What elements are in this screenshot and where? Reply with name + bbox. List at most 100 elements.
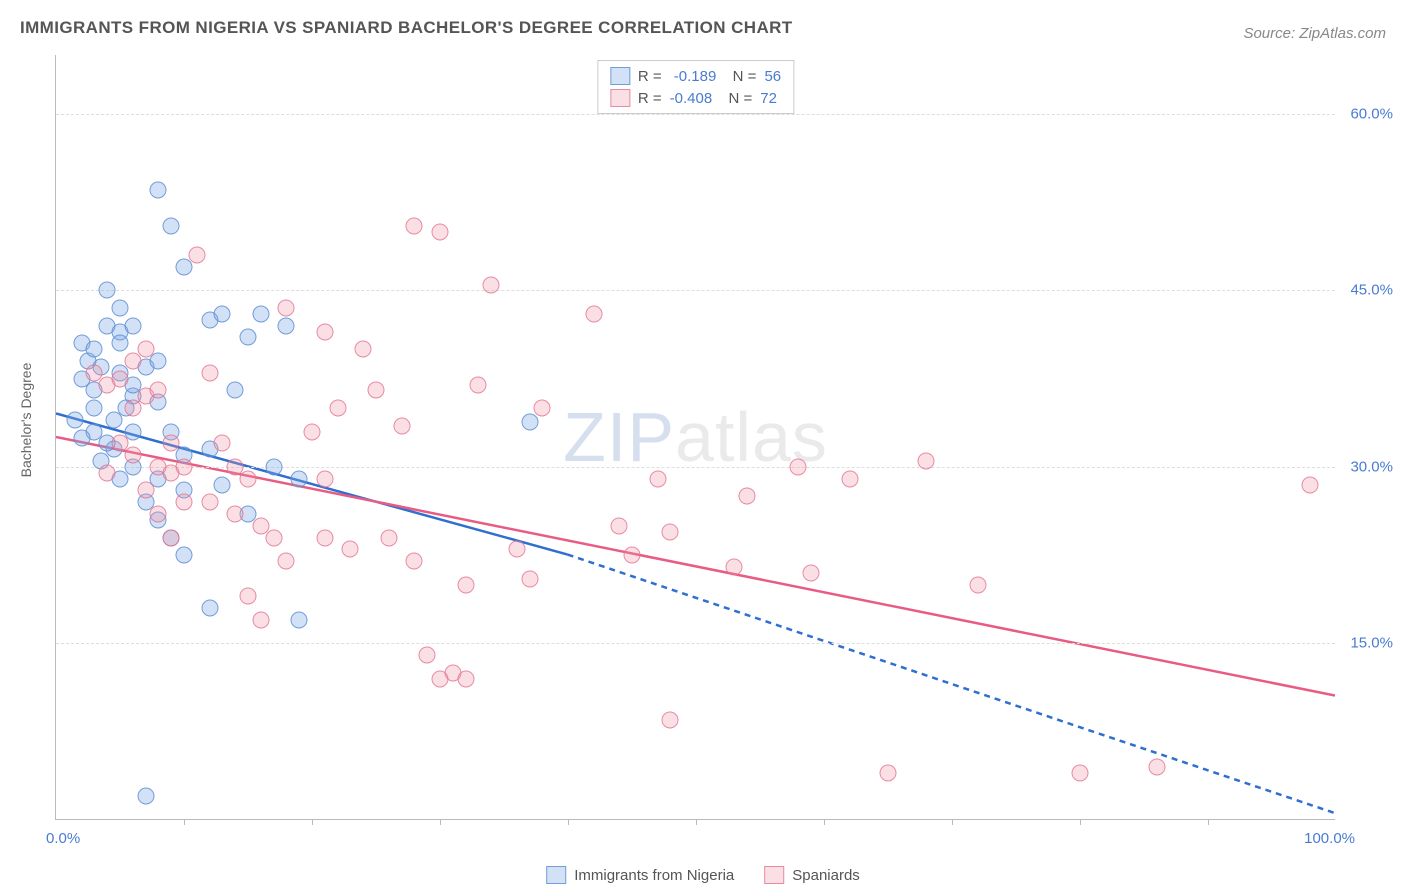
- scatter-point: [432, 670, 449, 687]
- scatter-point: [112, 335, 129, 352]
- legend-swatch-series0: [546, 866, 566, 884]
- scatter-point: [137, 482, 154, 499]
- r-label: R =: [638, 90, 662, 107]
- scatter-point: [67, 411, 84, 428]
- scatter-point: [201, 364, 218, 381]
- legend-label-1: Spaniards: [792, 867, 860, 884]
- scatter-point: [329, 400, 346, 417]
- scatter-point: [304, 423, 321, 440]
- scatter-point: [176, 547, 193, 564]
- scatter-point: [124, 317, 141, 334]
- scatter-point: [137, 341, 154, 358]
- scatter-point: [316, 529, 333, 546]
- legend-swatch-series1: [610, 89, 630, 107]
- x-tick-mark: [568, 819, 569, 825]
- x-tick-mark: [1080, 819, 1081, 825]
- scatter-point: [419, 647, 436, 664]
- scatter-point: [163, 217, 180, 234]
- x-axis-label-right: 100.0%: [1304, 830, 1355, 847]
- gridline: [56, 643, 1335, 644]
- n-label: N =: [720, 90, 752, 107]
- scatter-point: [227, 382, 244, 399]
- watermark: ZIPatlas: [563, 397, 828, 477]
- scatter-point: [240, 329, 257, 346]
- scatter-point: [176, 458, 193, 475]
- chart-title: IMMIGRANTS FROM NIGERIA VS SPANIARD BACH…: [20, 18, 793, 38]
- scatter-point: [201, 600, 218, 617]
- r-label: R =: [638, 68, 666, 85]
- scatter-point: [406, 217, 423, 234]
- scatter-point: [214, 435, 231, 452]
- x-tick-mark: [440, 819, 441, 825]
- scatter-point: [240, 588, 257, 605]
- scatter-point: [86, 400, 103, 417]
- scatter-point: [918, 453, 935, 470]
- scatter-point: [278, 553, 295, 570]
- watermark-zip: ZIP: [563, 398, 675, 476]
- scatter-point: [662, 711, 679, 728]
- scatter-point: [393, 417, 410, 434]
- scatter-point: [342, 541, 359, 558]
- x-tick-mark: [1208, 819, 1209, 825]
- x-tick-mark: [952, 819, 953, 825]
- scatter-point: [739, 488, 756, 505]
- scatter-point: [214, 476, 231, 493]
- scatter-point: [483, 276, 500, 293]
- scatter-point: [316, 470, 333, 487]
- scatter-point: [137, 788, 154, 805]
- gridline: [56, 290, 1335, 291]
- chart-container: IMMIGRANTS FROM NIGERIA VS SPANIARD BACH…: [0, 0, 1406, 892]
- scatter-point: [150, 353, 167, 370]
- scatter-point: [649, 470, 666, 487]
- scatter-point: [1072, 764, 1089, 781]
- scatter-point: [803, 564, 820, 581]
- r-value-0: -0.189: [674, 68, 717, 85]
- correlation-legend: R = -0.189 N = 56 R = -0.408 N = 72: [597, 60, 794, 114]
- trend-lines-svg: [56, 55, 1335, 819]
- scatter-point: [278, 317, 295, 334]
- scatter-point: [585, 305, 602, 322]
- scatter-point: [880, 764, 897, 781]
- scatter-point: [265, 529, 282, 546]
- scatter-point: [227, 506, 244, 523]
- scatter-point: [316, 323, 333, 340]
- scatter-point: [252, 611, 269, 628]
- scatter-point: [73, 429, 90, 446]
- scatter-point: [105, 411, 122, 428]
- x-tick-mark: [824, 819, 825, 825]
- legend-swatch-series1: [764, 866, 784, 884]
- x-axis-label-left: 0.0%: [46, 830, 80, 847]
- scatter-point: [112, 370, 129, 387]
- scatter-point: [201, 494, 218, 511]
- scatter-point: [662, 523, 679, 540]
- y-tick-label: 30.0%: [1350, 458, 1393, 475]
- scatter-point: [624, 547, 641, 564]
- x-tick-mark: [184, 819, 185, 825]
- scatter-point: [534, 400, 551, 417]
- correlation-legend-row: R = -0.408 N = 72: [610, 87, 781, 109]
- x-tick-mark: [312, 819, 313, 825]
- r-value-1: -0.408: [670, 90, 713, 107]
- scatter-point: [214, 305, 231, 322]
- scatter-point: [969, 576, 986, 593]
- correlation-legend-row: R = -0.189 N = 56: [610, 65, 781, 87]
- legend-item: Spaniards: [764, 866, 860, 884]
- scatter-point: [432, 223, 449, 240]
- scatter-point: [240, 470, 257, 487]
- y-tick-label: 45.0%: [1350, 282, 1393, 299]
- scatter-point: [470, 376, 487, 393]
- scatter-point: [188, 247, 205, 264]
- legend-swatch-series0: [610, 67, 630, 85]
- scatter-point: [841, 470, 858, 487]
- trend-line: [568, 555, 1335, 814]
- scatter-point: [124, 447, 141, 464]
- scatter-point: [99, 282, 116, 299]
- scatter-point: [508, 541, 525, 558]
- scatter-point: [176, 494, 193, 511]
- scatter-point: [355, 341, 372, 358]
- n-value-0: 56: [764, 68, 781, 85]
- n-label: N =: [724, 68, 756, 85]
- scatter-point: [521, 570, 538, 587]
- scatter-point: [368, 382, 385, 399]
- y-axis-title: Bachelor's Degree: [18, 363, 34, 478]
